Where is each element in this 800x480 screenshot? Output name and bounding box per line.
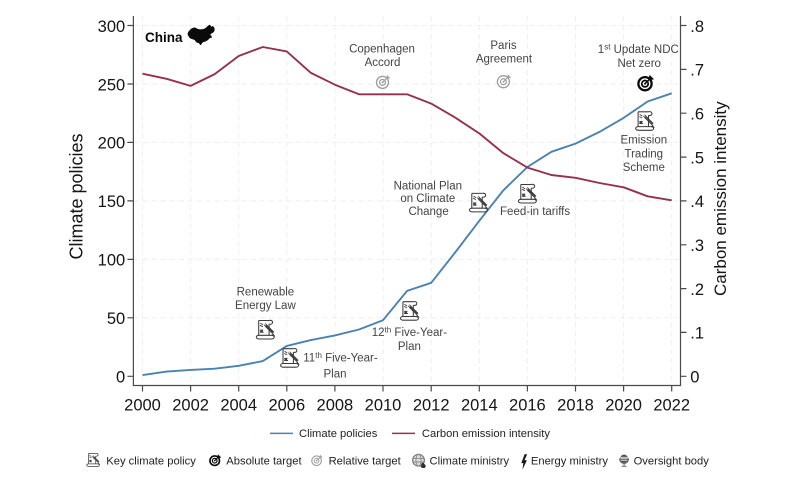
svg-text:.5: .5 — [690, 149, 704, 167]
svg-text:2022: 2022 — [653, 397, 690, 415]
svg-text:Absolute target: Absolute target — [226, 456, 302, 468]
svg-text:Net zero: Net zero — [617, 58, 660, 70]
svg-text:Scheme: Scheme — [623, 162, 665, 174]
svg-text:2010: 2010 — [365, 397, 402, 415]
svg-text:Oversight body: Oversight body — [634, 456, 710, 468]
svg-text:300: 300 — [98, 18, 126, 36]
svg-text:11th Five-Year-: 11th Five-Year- — [303, 351, 378, 365]
svg-text:2018: 2018 — [557, 397, 594, 415]
svg-text:0: 0 — [116, 369, 125, 387]
svg-text:12th Five-Year-: 12th Five-Year- — [372, 325, 447, 339]
svg-text:Relative target: Relative target — [329, 456, 402, 468]
svg-text:200: 200 — [98, 135, 126, 153]
svg-text:Change: Change — [408, 206, 448, 218]
svg-text:100: 100 — [98, 252, 126, 270]
svg-text:2016: 2016 — [509, 397, 546, 415]
svg-text:2012: 2012 — [413, 397, 450, 415]
svg-text:2020: 2020 — [605, 397, 642, 415]
svg-text:Paris: Paris — [490, 40, 516, 52]
svg-text:Agreement: Agreement — [476, 54, 533, 66]
svg-text:250: 250 — [98, 76, 126, 94]
svg-text:Energy Law: Energy Law — [235, 300, 296, 312]
svg-text:2000: 2000 — [124, 397, 161, 415]
svg-text:0: 0 — [690, 369, 699, 387]
svg-text:2008: 2008 — [317, 397, 354, 415]
svg-text:.8: .8 — [690, 18, 704, 36]
svg-text:.7: .7 — [690, 62, 704, 80]
svg-text:Emission: Emission — [620, 135, 667, 147]
svg-text:2014: 2014 — [461, 397, 498, 415]
svg-text:Carbon emission intensity: Carbon emission intensity — [711, 101, 730, 296]
svg-text:Energy ministry: Energy ministry — [531, 456, 608, 468]
svg-text:1st Update NDC: 1st Update NDC — [598, 43, 679, 57]
svg-text:2006: 2006 — [268, 397, 305, 415]
svg-text:Climate policies: Climate policies — [299, 428, 378, 440]
svg-text:2002: 2002 — [172, 397, 209, 415]
svg-text:Climate ministry: Climate ministry — [430, 456, 510, 468]
svg-text:Trading: Trading — [625, 149, 664, 161]
svg-text:Copenhagen: Copenhagen — [349, 44, 415, 56]
svg-text:Plan: Plan — [323, 369, 346, 381]
svg-text:Climate policies: Climate policies — [66, 133, 86, 259]
svg-text:Feed-in tariffs: Feed-in tariffs — [500, 206, 570, 218]
svg-text:on Climate: on Climate — [400, 193, 455, 205]
svg-text:National Plan: National Plan — [394, 181, 462, 193]
svg-text:150: 150 — [98, 193, 126, 211]
svg-text:Renewable: Renewable — [237, 286, 295, 298]
svg-text:Accord: Accord — [365, 57, 401, 69]
svg-text:Plan: Plan — [398, 341, 421, 353]
svg-text:.4: .4 — [690, 193, 704, 211]
svg-text:50: 50 — [107, 310, 125, 328]
svg-text:2004: 2004 — [220, 397, 257, 415]
svg-text:.3: .3 — [690, 237, 704, 255]
svg-text:.2: .2 — [690, 281, 704, 299]
svg-text:China: China — [145, 30, 183, 45]
svg-text:.6: .6 — [690, 106, 704, 124]
svg-text:Carbon emission intensity: Carbon emission intensity — [422, 428, 550, 440]
svg-text:.1: .1 — [690, 325, 704, 343]
svg-text:Key climate policy: Key climate policy — [106, 456, 196, 468]
